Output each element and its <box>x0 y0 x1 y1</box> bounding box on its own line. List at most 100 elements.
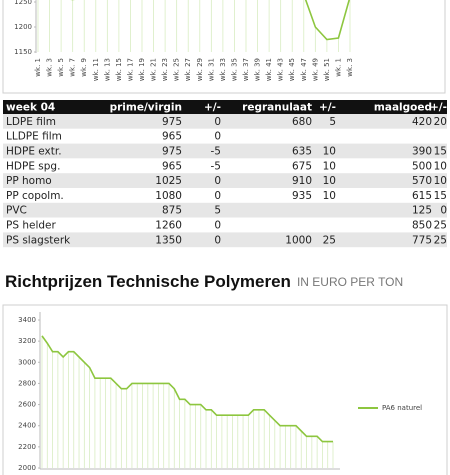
header-cell: maalgoed <box>374 102 432 114</box>
table-row <box>3 173 447 188</box>
table-cell: PS helder <box>6 220 56 232</box>
table-row <box>3 188 447 203</box>
x-tick-label: wk. 5 <box>57 58 65 77</box>
table-cell: HDPE spg. <box>6 160 60 172</box>
x-tick-label: wk. 33 <box>219 58 227 81</box>
table-cell: 5 <box>214 205 221 217</box>
table-cell: 10 <box>323 160 336 172</box>
y-tick-label: 2200 <box>18 443 36 451</box>
heading: Richtprijzen Technische Polymeren IN EURO… <box>5 272 403 291</box>
x-tick-label: wk. 1 <box>334 58 342 77</box>
table-cell: 0 <box>214 190 221 202</box>
chart-frame <box>2 304 448 475</box>
table-row <box>3 143 447 159</box>
table-cell: 0 <box>214 220 221 232</box>
header-cell: +/- <box>319 102 336 114</box>
table-cell: PVC <box>6 205 27 217</box>
y-tick-label: 2800 <box>18 379 36 387</box>
y-tick-label: 2000 <box>18 464 36 472</box>
table-cell: 615 <box>412 190 432 202</box>
x-tick-label: wk. 9 <box>80 58 88 77</box>
table-cell: HDPE extr. <box>6 146 62 158</box>
table-cell: 910 <box>292 175 312 187</box>
heading-title: Richtprijzen Technische Polymeren <box>5 272 291 291</box>
heading-subtitle: IN EURO PER TON <box>297 275 403 289</box>
legend-label: PA6 naturel <box>382 404 422 412</box>
table-cell: 975 <box>162 146 182 158</box>
x-tick-label: wk. 39 <box>254 58 262 81</box>
header-cell: +/- <box>204 102 221 114</box>
plot-area <box>41 335 334 468</box>
table-cell: 0 <box>214 175 221 187</box>
y-tick-label: 1150 <box>14 48 32 56</box>
table-cell: 680 <box>292 116 312 128</box>
table-cell: PP homo <box>6 175 52 187</box>
table-cell: -5 <box>211 146 221 158</box>
x-tick-label: wk. 3 <box>346 58 354 77</box>
x-tick-label: wk. 3 <box>46 58 54 77</box>
x-tick-label: wk. 49 <box>311 58 319 81</box>
table-cell: PS slagsterk <box>6 234 71 246</box>
x-tick-label: wk. 25 <box>173 58 181 81</box>
header-cell: +/- <box>430 102 447 114</box>
table-cell: LDPE film <box>6 116 56 128</box>
table-cell: 20 <box>434 116 447 128</box>
x-tick-label: wk. 23 <box>161 58 169 81</box>
table-cell: 0 <box>214 116 221 128</box>
table-cell: 965 <box>162 160 182 172</box>
x-tick-label: wk. 17 <box>126 58 134 81</box>
x-tick-label: wk. 31 <box>207 58 215 81</box>
table-cell: 775 <box>412 234 432 246</box>
table-cell: 1025 <box>155 175 182 187</box>
y-tick-label: 1200 <box>14 23 32 31</box>
table-cell: PP copolm. <box>6 190 64 202</box>
x-tick-label: wk. 15 <box>115 58 123 81</box>
table-cell: 420 <box>412 116 432 128</box>
table-cell: 25 <box>434 220 447 232</box>
table-row <box>3 232 447 248</box>
table-row <box>3 158 447 174</box>
table-cell: 1260 <box>155 220 182 232</box>
y-tick-label: 3400 <box>18 316 36 324</box>
table-cell: 10 <box>323 190 336 202</box>
x-tick-label: wk. 51 <box>323 58 331 81</box>
x-tick-label: wk. 13 <box>103 58 111 81</box>
y-tick-label: 1250 <box>14 0 32 6</box>
table-cell: -5 <box>211 160 221 172</box>
table-cell: 850 <box>412 220 432 232</box>
x-tick-label: wk. 43 <box>277 58 285 81</box>
x-tick-label: wk. 1 <box>34 58 42 77</box>
x-tick-label: wk. 47 <box>300 58 308 81</box>
x-tick-label: wk. 11 <box>92 58 100 81</box>
table-cell: 10 <box>323 175 336 187</box>
y-tick-label: 3200 <box>18 337 36 345</box>
table-cell: 25 <box>323 234 336 246</box>
table-cell: 875 <box>162 205 182 217</box>
table-cell: 935 <box>292 190 312 202</box>
table-cell: 675 <box>292 160 312 172</box>
table-cell: 0 <box>214 234 221 246</box>
table-row <box>3 114 447 129</box>
plot-area <box>37 0 351 52</box>
y-tick-label: 3000 <box>18 358 36 366</box>
table-row <box>3 202 447 218</box>
x-tick-label: wk. 41 <box>265 58 273 81</box>
line-series <box>70 0 350 41</box>
y-tick-label: 2400 <box>18 422 36 430</box>
header-cell: regranulaat <box>242 102 312 114</box>
table-cell: 125 <box>412 205 432 217</box>
x-tick-label: wk. 7 <box>69 58 77 77</box>
table-cell: 965 <box>162 131 182 143</box>
chart-frame <box>2 0 446 94</box>
table-cell: 0 <box>214 131 221 143</box>
table-cell: 975 <box>162 116 182 128</box>
table-cell: 570 <box>412 175 432 187</box>
line-series <box>41 335 333 443</box>
table-cell: 10 <box>434 160 447 172</box>
x-tick-label: wk. 37 <box>242 58 250 81</box>
x-tick-label: wk. 27 <box>184 58 192 81</box>
table-row <box>3 128 447 144</box>
table-cell: 25 <box>434 234 447 246</box>
table-row <box>3 217 447 233</box>
